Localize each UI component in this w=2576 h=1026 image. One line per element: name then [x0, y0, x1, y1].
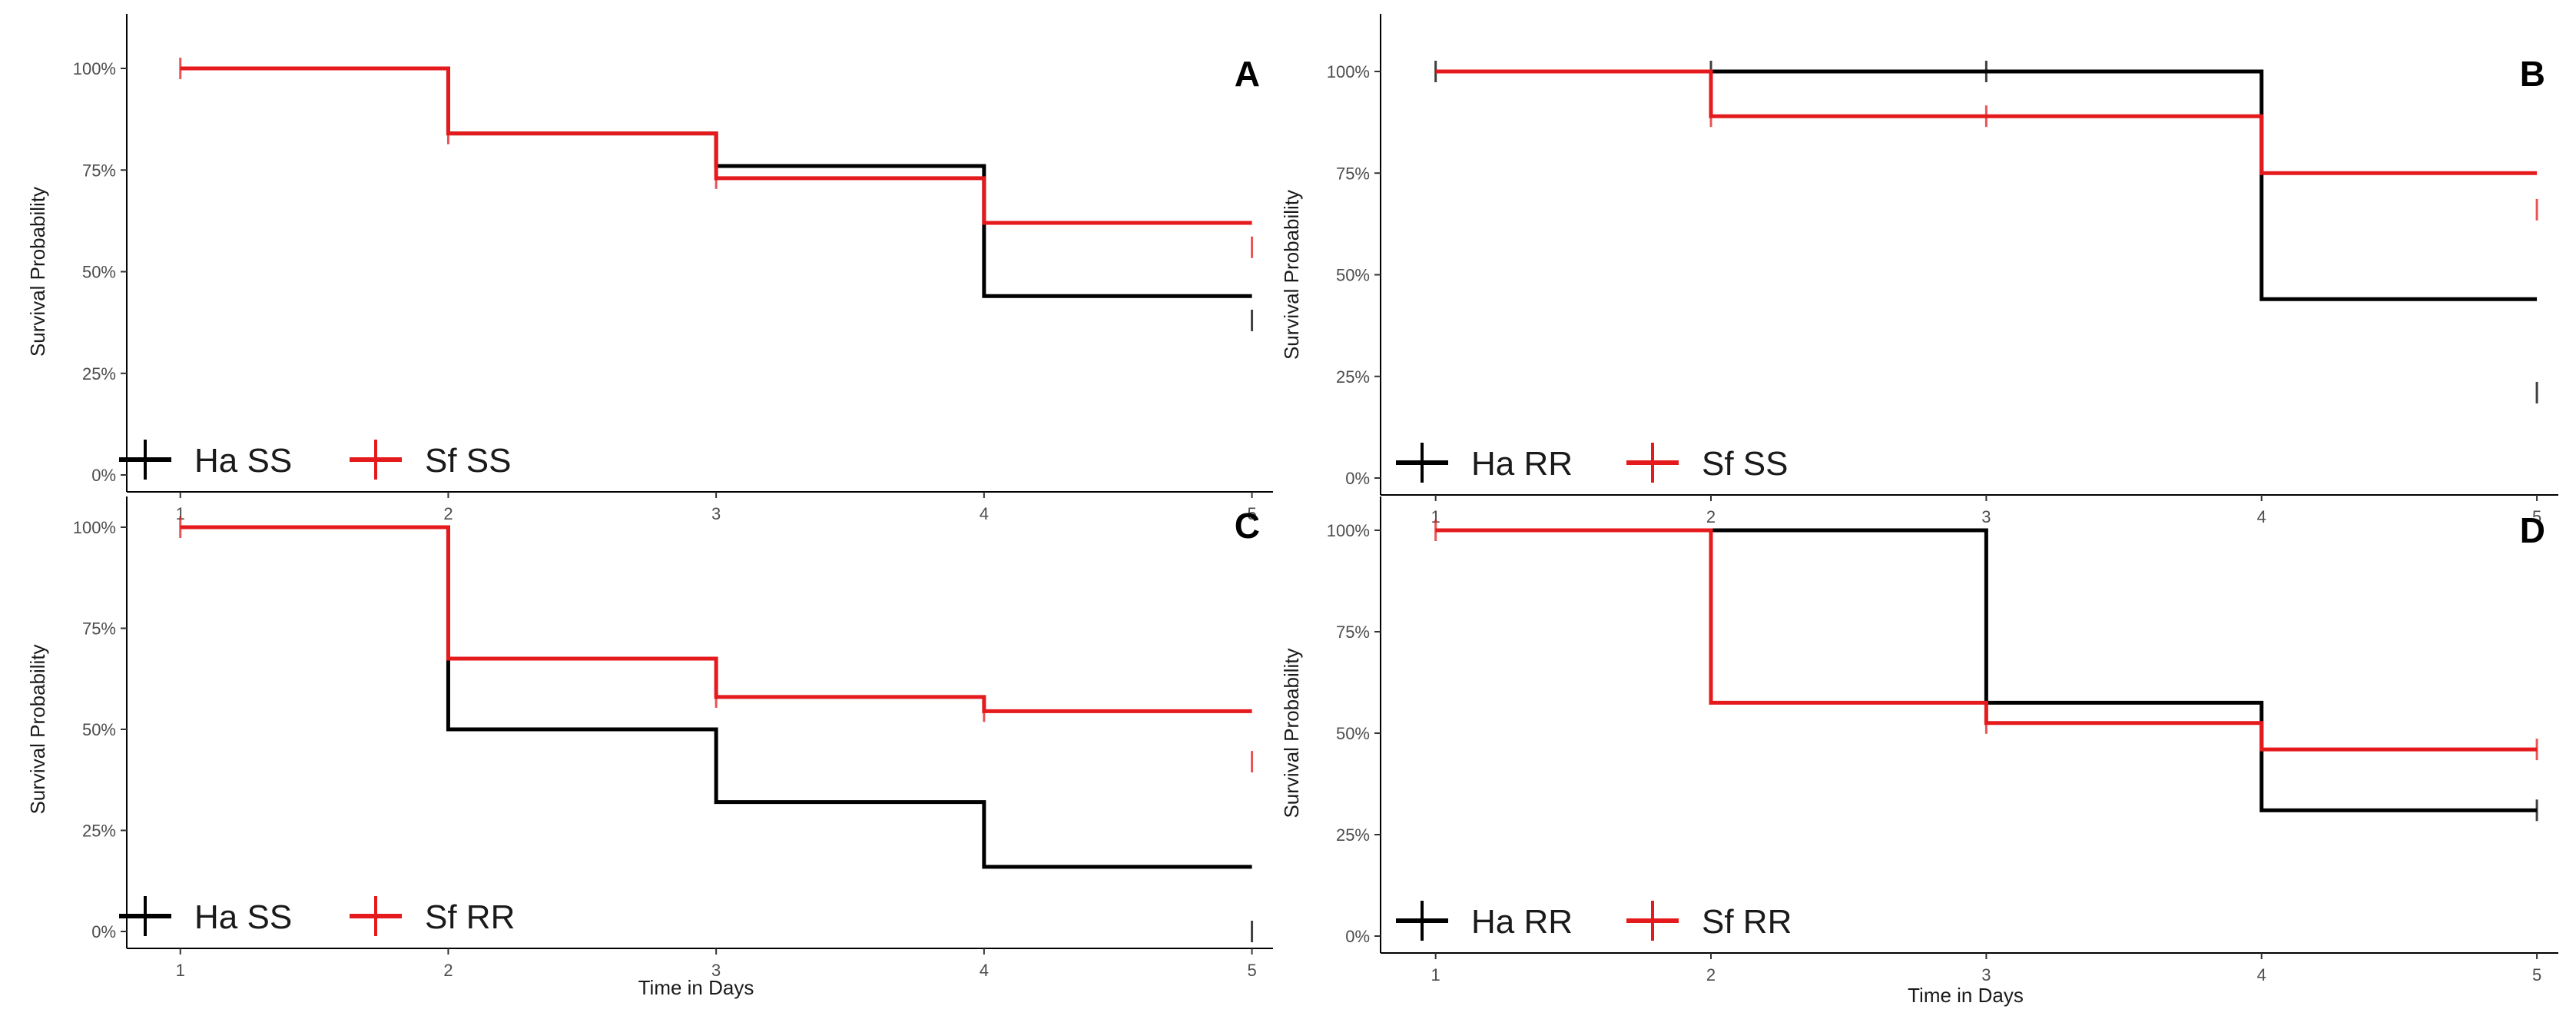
legend-label: Sf RR [425, 898, 515, 936]
legend-label: Ha RR [1471, 903, 1573, 941]
legend-label: Sf SS [425, 442, 512, 480]
x-tick-label: 4 [980, 961, 989, 980]
x-axis-title: Time in Days [1908, 984, 2024, 1007]
panel-tag: D [2520, 510, 2545, 550]
x-tick-label: 2 [1706, 507, 1716, 526]
x-tick-label: 1 [1431, 507, 1441, 526]
legend-label: Ha SS [194, 898, 292, 936]
x-tick-label: 3 [1981, 507, 1991, 526]
x-tick-label: 4 [2257, 507, 2266, 526]
y-axis-title: Survival Probability [1280, 648, 1303, 818]
x-tick-label: 1 [176, 504, 185, 523]
panel-d: D 0% 25% 50% 75% 100% 1 2 3 4 5 Survival Probabili… [1280, 496, 2558, 1007]
y-tick-label: 25% [82, 822, 116, 841]
y-tick-label: 0% [91, 922, 116, 941]
legend-label: Sf RR [1702, 903, 1792, 941]
x-tick-label: 1 [176, 961, 185, 980]
y-tick-label: 0% [91, 466, 116, 485]
x-tick-label: 2 [443, 504, 453, 523]
panel-tag: A [1235, 54, 1260, 94]
panel-tag: C [1235, 506, 1260, 546]
y-tick-label: 100% [1327, 62, 1370, 81]
x-tick-label: 2 [1706, 965, 1716, 984]
y-tick-label: 50% [82, 720, 116, 739]
x-tick-label: 5 [1247, 961, 1256, 980]
y-tick-label: 50% [1336, 266, 1370, 285]
y-tick-label: 0% [1345, 927, 1370, 946]
x-axis-title: Time in Days [638, 976, 754, 999]
y-tick-label: 100% [1327, 521, 1370, 540]
y-axis-title: Survival Probability [26, 187, 49, 357]
y-tick-label: 75% [82, 161, 116, 180]
y-tick-label: 75% [82, 619, 116, 639]
y-axis-title: Survival Probability [1280, 190, 1303, 360]
panel-b: B 0% 25% 50% 75% 100% 1 2 3 4 5 Survival Probabili… [1280, 14, 2558, 526]
y-tick-label: 75% [1336, 164, 1370, 183]
x-tick-label: 5 [2532, 507, 2541, 526]
y-tick-label: 75% [1336, 623, 1370, 642]
x-tick-label: 3 [711, 504, 721, 523]
km-line-ha-rr [1435, 69, 2538, 301]
legend-label: Sf SS [1702, 445, 1789, 483]
panel-c: C 0% 25% 50% 75% 100% 1 2 3 4 5 Survival Probabili… [26, 496, 1273, 999]
x-tick-label: 3 [711, 961, 721, 980]
x-tick-label: 1 [1431, 965, 1441, 984]
panel-a: A 0% 25% 50% 75% 100% 1 2 3 4 5 Survival Probabili… [26, 14, 1273, 523]
x-tick-label: 5 [2532, 965, 2541, 984]
y-tick-label: 50% [82, 263, 116, 282]
y-axis-title: Survival Probability [26, 644, 49, 814]
x-tick-label: 2 [443, 961, 453, 980]
x-tick-label: 3 [1981, 965, 1991, 984]
legend-label: Ha SS [194, 442, 292, 480]
y-tick-label: 50% [1336, 724, 1370, 743]
y-tick-label: 100% [73, 518, 116, 537]
x-tick-label: 4 [2257, 965, 2266, 984]
y-tick-label: 0% [1345, 469, 1370, 488]
y-tick-label: 25% [82, 364, 116, 384]
km-line-sf-ss [180, 66, 1252, 225]
y-tick-label: 25% [1336, 825, 1370, 845]
y-tick-label: 100% [73, 59, 116, 78]
km-line-sf-rr [180, 525, 1252, 713]
x-tick-label: 5 [1247, 504, 1256, 523]
panel-tag: B [2520, 54, 2545, 94]
y-tick-label: 25% [1336, 367, 1370, 387]
km-line-ha-rr [1435, 528, 2538, 812]
x-tick-label: 4 [980, 504, 989, 523]
legend-label: Ha RR [1471, 445, 1573, 483]
